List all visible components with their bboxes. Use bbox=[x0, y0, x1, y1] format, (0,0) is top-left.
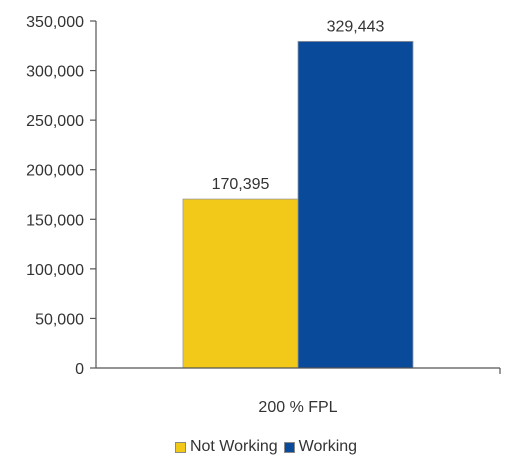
y-tick-label: 200,000 bbox=[26, 163, 84, 180]
y-tick-label: 100,000 bbox=[26, 262, 84, 279]
y-tick-label: 150,000 bbox=[26, 212, 84, 229]
legend-item-not-working: Not Working bbox=[174, 438, 278, 456]
legend-swatch-working bbox=[283, 441, 295, 453]
x-axis: 200 % FPL bbox=[96, 367, 501, 416]
y-tick-label: 0 bbox=[75, 361, 84, 378]
data-label-working: 329,443 bbox=[327, 18, 385, 35]
bar-not-working bbox=[182, 198, 299, 369]
bars bbox=[182, 40, 414, 369]
legend: Not Working Working bbox=[0, 438, 532, 456]
y-axis: 0 50,000 100,000 150,000 200,000 250,000 300,0… bbox=[26, 14, 97, 378]
legend-swatch-not-working bbox=[174, 441, 186, 453]
y-tick-label: 50,000 bbox=[35, 311, 84, 328]
data-labels: 170,395 329,443 bbox=[212, 18, 385, 193]
data-label-not-working: 170,395 bbox=[212, 176, 270, 193]
legend-item-working: Working bbox=[283, 438, 358, 456]
bar-working bbox=[297, 40, 414, 369]
legend-label-working: Working bbox=[298, 438, 358, 455]
x-category-label: 200 % FPL bbox=[258, 399, 337, 416]
legend-label-not-working: Not Working bbox=[189, 438, 278, 455]
y-tick-label: 250,000 bbox=[26, 113, 84, 130]
y-tick-label: 350,000 bbox=[26, 14, 84, 31]
y-tick-label: 300,000 bbox=[26, 64, 84, 81]
